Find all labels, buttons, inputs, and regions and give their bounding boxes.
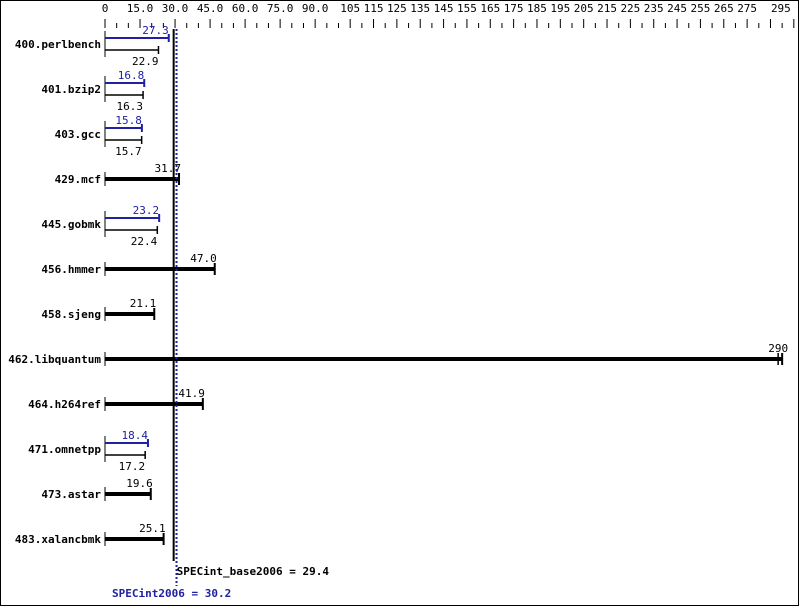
base-value-label: 22.9 [132, 55, 159, 68]
tick-label: 90.0 [302, 2, 329, 15]
tick-label: 175 [504, 2, 524, 15]
tick-label: 275 [737, 2, 757, 15]
category-label: 458.sjeng [41, 308, 101, 321]
category-label: 462.libquantum [8, 353, 101, 366]
tick-label: 215 [597, 2, 617, 15]
tick-label: 195 [550, 2, 570, 15]
tick-label: 45.0 [197, 2, 224, 15]
peak-value-label: 18.4 [121, 429, 148, 442]
base-value-label: 25.1 [139, 522, 166, 535]
tick-label: 75.0 [267, 2, 294, 15]
base-value-label: 47.0 [190, 252, 217, 265]
tick-label: 60.0 [232, 2, 259, 15]
category-label: 445.gobmk [41, 218, 101, 231]
base-value-label: 19.6 [126, 477, 153, 490]
category-label: 473.astar [41, 488, 101, 501]
tick-label: 255 [690, 2, 710, 15]
tick-label: 265 [714, 2, 734, 15]
category-label: 471.omnetpp [28, 443, 101, 456]
category-label: 483.xalancbmk [15, 533, 101, 546]
tick-label: 185 [527, 2, 547, 15]
category-label: 403.gcc [55, 128, 101, 141]
tick-label: 235 [644, 2, 664, 15]
base-value-label: 41.9 [178, 387, 205, 400]
tick-label: 125 [387, 2, 407, 15]
peak-value-label: 16.8 [118, 69, 145, 82]
tick-label: 155 [457, 2, 477, 15]
peak-value-label: 27.3 [142, 24, 169, 37]
tick-label: 225 [620, 2, 640, 15]
tick-label: 205 [574, 2, 594, 15]
category-label: 429.mcf [55, 173, 101, 186]
base-value-label: 290 [768, 342, 788, 355]
base-value-label: 17.2 [119, 460, 146, 473]
tick-label: 30.0 [162, 2, 189, 15]
base-value-label: 15.7 [115, 145, 142, 158]
tick-label: 0 [102, 2, 109, 15]
base-value-label: 22.4 [131, 235, 158, 248]
peak-value-label: 15.8 [115, 114, 142, 127]
category-label: 401.bzip2 [41, 83, 101, 96]
base-value-label: 16.3 [117, 100, 144, 113]
tick-label: 295 [771, 2, 791, 15]
tick-label: 15.0 [127, 2, 154, 15]
base-reference-label: SPECint_base2006 = 29.4 [177, 565, 330, 578]
peak-reference-label: SPECint2006 = 30.2 [112, 587, 231, 600]
base-value-label: 21.1 [130, 297, 157, 310]
tick-label: 245 [667, 2, 687, 15]
tick-label: 145 [434, 2, 454, 15]
peak-value-label: 23.2 [133, 204, 160, 217]
tick-label: 135 [410, 2, 430, 15]
category-label: 456.hmmer [41, 263, 101, 276]
tick-label: 115 [364, 2, 384, 15]
category-label: 464.h264ref [28, 398, 101, 411]
tick-label: 165 [480, 2, 500, 15]
category-label: 400.perlbench [15, 38, 101, 51]
tick-label: 105 [340, 2, 360, 15]
